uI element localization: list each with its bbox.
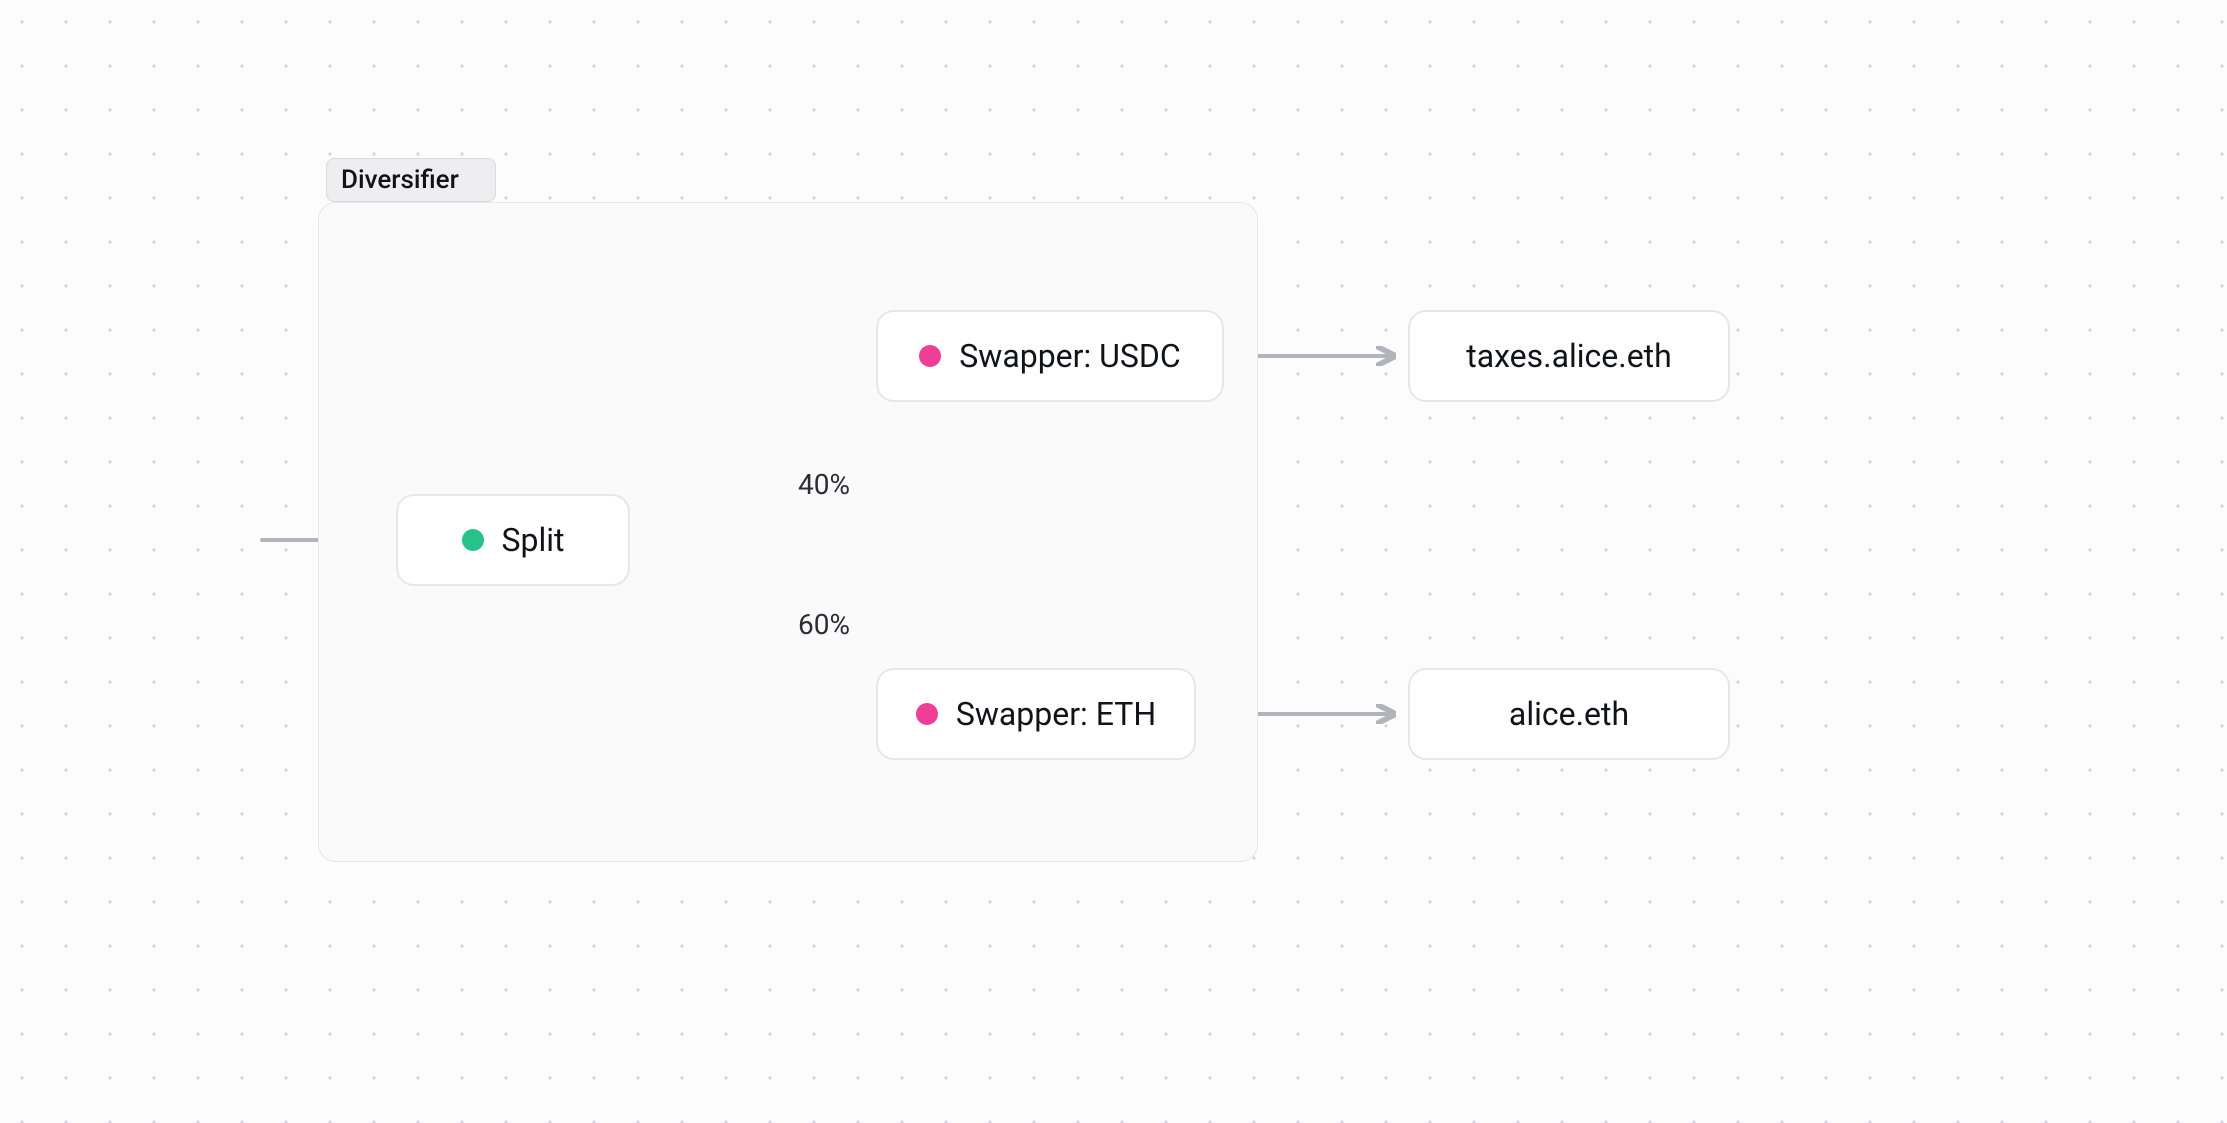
diversifier-panel-label-text: Diversifier	[341, 165, 459, 195]
node-swapper-usdc-label: Swapper: USDC	[959, 337, 1180, 375]
node-split-label: Split	[502, 521, 565, 559]
status-dot-icon	[916, 703, 938, 725]
node-split: Split	[396, 494, 630, 586]
status-dot-icon	[462, 529, 484, 551]
node-recipient-taxes: taxes.alice.eth	[1408, 310, 1730, 402]
node-recipient-taxes-label: taxes.alice.eth	[1466, 337, 1672, 375]
edge-label-top: 40%	[798, 468, 850, 501]
diagram-stage: Diversifier Split Swapper: USDC Swapper:…	[0, 0, 2227, 1123]
node-swapper-eth: Swapper: ETH	[876, 668, 1196, 760]
node-swapper-usdc: Swapper: USDC	[876, 310, 1224, 402]
status-dot-icon	[919, 345, 941, 367]
node-swapper-eth-label: Swapper: ETH	[956, 695, 1156, 733]
node-recipient-alice: alice.eth	[1408, 668, 1730, 760]
edge-label-bottom: 60%	[798, 608, 850, 641]
node-recipient-alice-label: alice.eth	[1509, 695, 1629, 733]
diversifier-panel-label: Diversifier	[326, 158, 496, 202]
